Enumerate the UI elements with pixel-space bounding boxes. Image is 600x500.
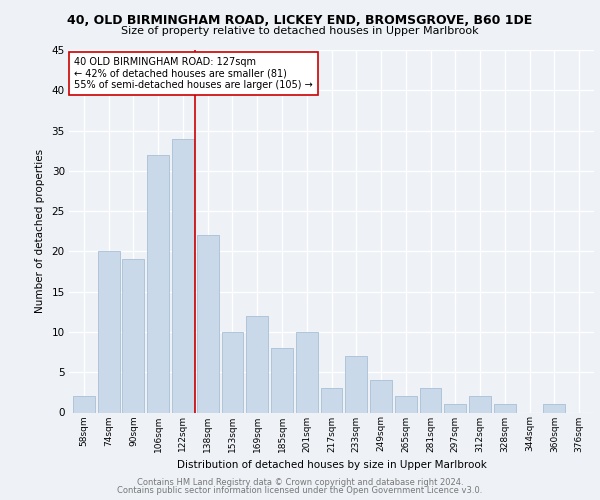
Bar: [197, 236, 218, 412]
Bar: [296, 332, 317, 412]
Bar: [494, 404, 516, 412]
Bar: [247, 316, 268, 412]
Bar: [73, 396, 95, 412]
X-axis label: Distribution of detached houses by size in Upper Marlbrook: Distribution of detached houses by size …: [176, 460, 487, 470]
Bar: [419, 388, 442, 412]
Text: Size of property relative to detached houses in Upper Marlbrook: Size of property relative to detached ho…: [121, 26, 479, 36]
Bar: [172, 138, 194, 412]
Bar: [370, 380, 392, 412]
Bar: [469, 396, 491, 412]
Text: 40 OLD BIRMINGHAM ROAD: 127sqm
← 42% of detached houses are smaller (81)
55% of : 40 OLD BIRMINGHAM ROAD: 127sqm ← 42% of …: [74, 58, 313, 90]
Bar: [346, 356, 367, 412]
Bar: [271, 348, 293, 412]
Bar: [147, 154, 169, 412]
Bar: [445, 404, 466, 412]
Text: Contains HM Land Registry data © Crown copyright and database right 2024.: Contains HM Land Registry data © Crown c…: [137, 478, 463, 487]
Bar: [544, 404, 565, 412]
Text: Contains public sector information licensed under the Open Government Licence v3: Contains public sector information licen…: [118, 486, 482, 495]
Bar: [395, 396, 416, 412]
Bar: [122, 260, 144, 412]
Bar: [221, 332, 244, 412]
Bar: [320, 388, 343, 412]
Y-axis label: Number of detached properties: Number of detached properties: [35, 149, 44, 314]
Bar: [98, 252, 119, 412]
Text: 40, OLD BIRMINGHAM ROAD, LICKEY END, BROMSGROVE, B60 1DE: 40, OLD BIRMINGHAM ROAD, LICKEY END, BRO…: [67, 14, 533, 27]
